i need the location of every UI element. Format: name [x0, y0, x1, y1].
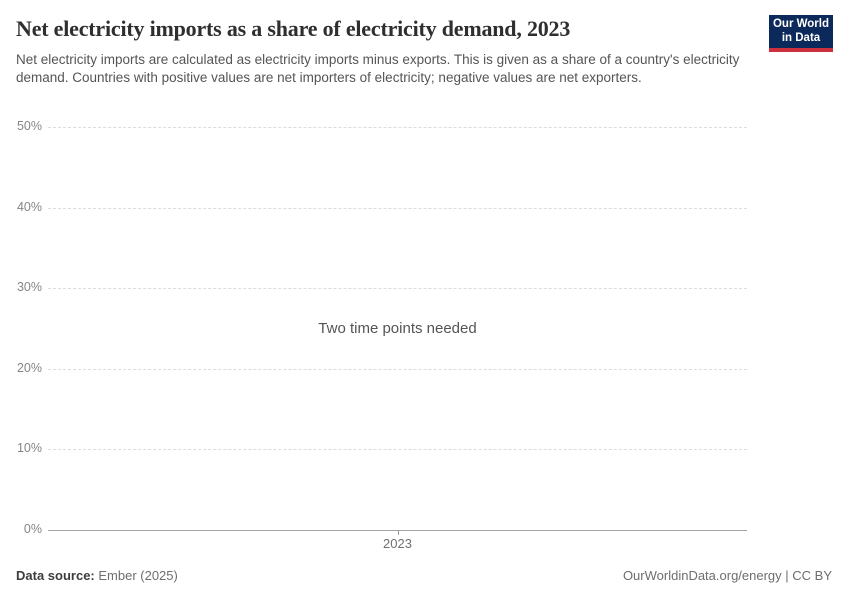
credit-link[interactable]: OurWorldinData.org/energy | CC BY [622, 568, 832, 583]
grid-line-rule [48, 368, 747, 370]
data-source-value: Ember (2025) [94, 568, 178, 583]
y-axis-tick-label: 30% [16, 280, 42, 295]
y-axis-tick-label: 40% [16, 199, 42, 214]
owid-logo-line2: in Data [781, 31, 821, 44]
data-source-label: Data source: [16, 568, 95, 583]
grid-line-rule [48, 288, 747, 290]
grid-line-rule [48, 127, 747, 128]
chart-title: Net electricity imports as a share of el… [16, 16, 571, 41]
y-axis-tick-label: 50% [16, 119, 42, 133]
y-axis-tick-label: 0% [23, 522, 42, 536]
grid-line-rule [48, 449, 747, 451]
x-axis-tick-mark [397, 530, 399, 535]
empty-chart-message: Two time points needed [318, 320, 477, 337]
owid-logo-box: Our World in Data [769, 15, 833, 48]
data-source-note: Data source: Ember (2025) [16, 568, 178, 583]
y-axis-tick-label: 20% [16, 360, 42, 375]
chart-subtitle: Net electricity imports are calculated a… [16, 52, 740, 86]
owid-logo-line1: Our World [772, 18, 829, 30]
owid-logo-red-bar [769, 48, 833, 52]
owid-logo[interactable]: Our World in Data [769, 15, 833, 52]
y-axis-tick-label: 10% [16, 441, 42, 456]
grid-line-rule [48, 207, 747, 209]
x-axis-tick-label: 2023 [383, 536, 412, 551]
